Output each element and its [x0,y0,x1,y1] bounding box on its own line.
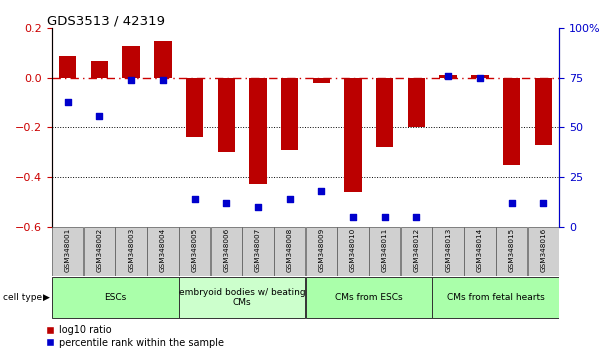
FancyBboxPatch shape [369,227,400,276]
Text: GSM348014: GSM348014 [477,228,483,272]
Bar [535,78,552,145]
Bar [91,61,108,78]
Bar [345,78,362,192]
FancyBboxPatch shape [115,227,147,276]
FancyBboxPatch shape [433,277,559,318]
FancyBboxPatch shape [84,227,115,276]
Text: GSM348009: GSM348009 [318,228,324,272]
Point [158,77,168,83]
FancyBboxPatch shape [211,227,242,276]
Text: ESCs: ESCs [104,293,126,302]
Point [475,75,485,81]
Text: GSM348012: GSM348012 [414,228,419,272]
FancyBboxPatch shape [496,227,527,276]
Point [95,113,104,118]
Point [253,204,263,210]
Text: ▶: ▶ [43,293,50,302]
FancyBboxPatch shape [274,227,306,276]
Legend: log10 ratio, percentile rank within the sample: log10 ratio, percentile rank within the … [45,324,226,350]
FancyBboxPatch shape [464,227,496,276]
Point [380,214,390,219]
Bar [439,75,457,78]
Point [221,200,231,206]
FancyBboxPatch shape [147,227,178,276]
FancyBboxPatch shape [306,227,337,276]
Text: embryoid bodies w/ beating
CMs: embryoid bodies w/ beating CMs [179,288,306,307]
Bar [313,78,330,83]
Text: GSM348010: GSM348010 [350,228,356,272]
FancyBboxPatch shape [179,227,210,276]
Bar [249,78,266,184]
Bar [281,78,298,150]
Bar [186,78,203,137]
Point [412,214,422,219]
Bar [503,78,520,165]
Point [63,99,73,104]
Text: GSM348016: GSM348016 [540,228,546,272]
Text: GSM348001: GSM348001 [65,228,71,272]
Bar [122,46,140,78]
Text: GSM348013: GSM348013 [445,228,451,272]
Text: GSM348008: GSM348008 [287,228,293,272]
FancyBboxPatch shape [243,227,274,276]
FancyBboxPatch shape [337,227,368,276]
Text: cell type: cell type [3,293,42,302]
Point [316,188,326,194]
Point [507,200,516,206]
FancyBboxPatch shape [433,227,464,276]
Text: GDS3513 / 42319: GDS3513 / 42319 [47,14,165,27]
Text: GSM348007: GSM348007 [255,228,261,272]
Text: GSM348005: GSM348005 [192,228,197,272]
Bar [59,56,76,78]
Text: GSM348003: GSM348003 [128,228,134,272]
FancyBboxPatch shape [179,277,306,318]
FancyBboxPatch shape [52,227,84,276]
Bar [408,78,425,127]
Text: GSM348011: GSM348011 [382,228,388,272]
FancyBboxPatch shape [401,227,432,276]
Point [189,196,199,202]
Text: GSM348002: GSM348002 [97,228,103,272]
Point [126,77,136,83]
Point [443,73,453,79]
FancyBboxPatch shape [527,227,559,276]
Bar [154,41,172,78]
Text: CMs from fetal hearts: CMs from fetal hearts [447,293,544,302]
Text: CMs from ESCs: CMs from ESCs [335,293,403,302]
Bar [471,75,489,78]
Bar [376,78,393,147]
Bar [218,78,235,152]
Point [285,196,295,202]
Text: GSM348004: GSM348004 [160,228,166,272]
Text: GSM348015: GSM348015 [508,228,514,272]
FancyBboxPatch shape [306,277,432,318]
Point [348,214,358,219]
Point [538,200,548,206]
Text: GSM348006: GSM348006 [223,228,229,272]
FancyBboxPatch shape [52,277,178,318]
